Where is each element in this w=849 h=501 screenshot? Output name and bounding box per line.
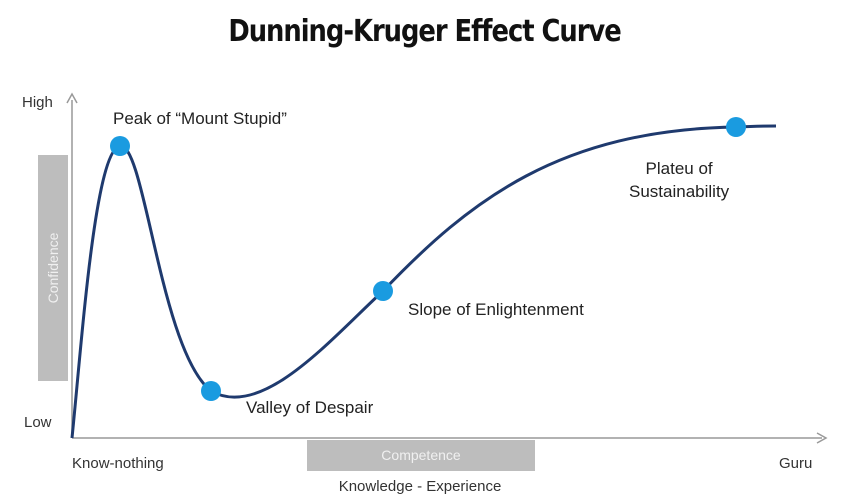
- peak-label: Peak of “Mount Stupid”: [113, 109, 287, 128]
- axes: [66, 92, 828, 444]
- x-axis-subtitle: Knowledge - Experience: [338, 478, 502, 495]
- y-axis-low-label: Low: [24, 414, 52, 431]
- plateau-label-line2: Sustainability: [629, 182, 730, 201]
- peak-marker: [110, 136, 130, 156]
- y-axis-arrow-icon: [66, 92, 78, 104]
- valley-label: Valley of Despair: [246, 398, 374, 417]
- dunning-kruger-curve: [70, 124, 777, 439]
- plateau-label: Plateu of Sustainability: [629, 157, 729, 203]
- competence-band: [307, 440, 535, 471]
- x-axis-arrow-icon: [816, 432, 828, 444]
- plateau-marker: [726, 117, 746, 137]
- x-axis-end-label: Guru: [779, 455, 813, 472]
- x-axis-start-label: Know-nothing: [72, 455, 164, 472]
- diagram-title: Dunning-Kruger Effect Curve: [228, 14, 621, 49]
- plateau-label-line1: Plateu of: [645, 159, 713, 178]
- slope-marker: [373, 281, 393, 301]
- y-axis-high-label: High: [22, 94, 53, 111]
- slope-label: Slope of Enlightenment: [408, 300, 584, 319]
- confidence-band: [38, 155, 68, 381]
- valley-marker: [201, 381, 221, 401]
- competence-label: Competence: [381, 447, 461, 463]
